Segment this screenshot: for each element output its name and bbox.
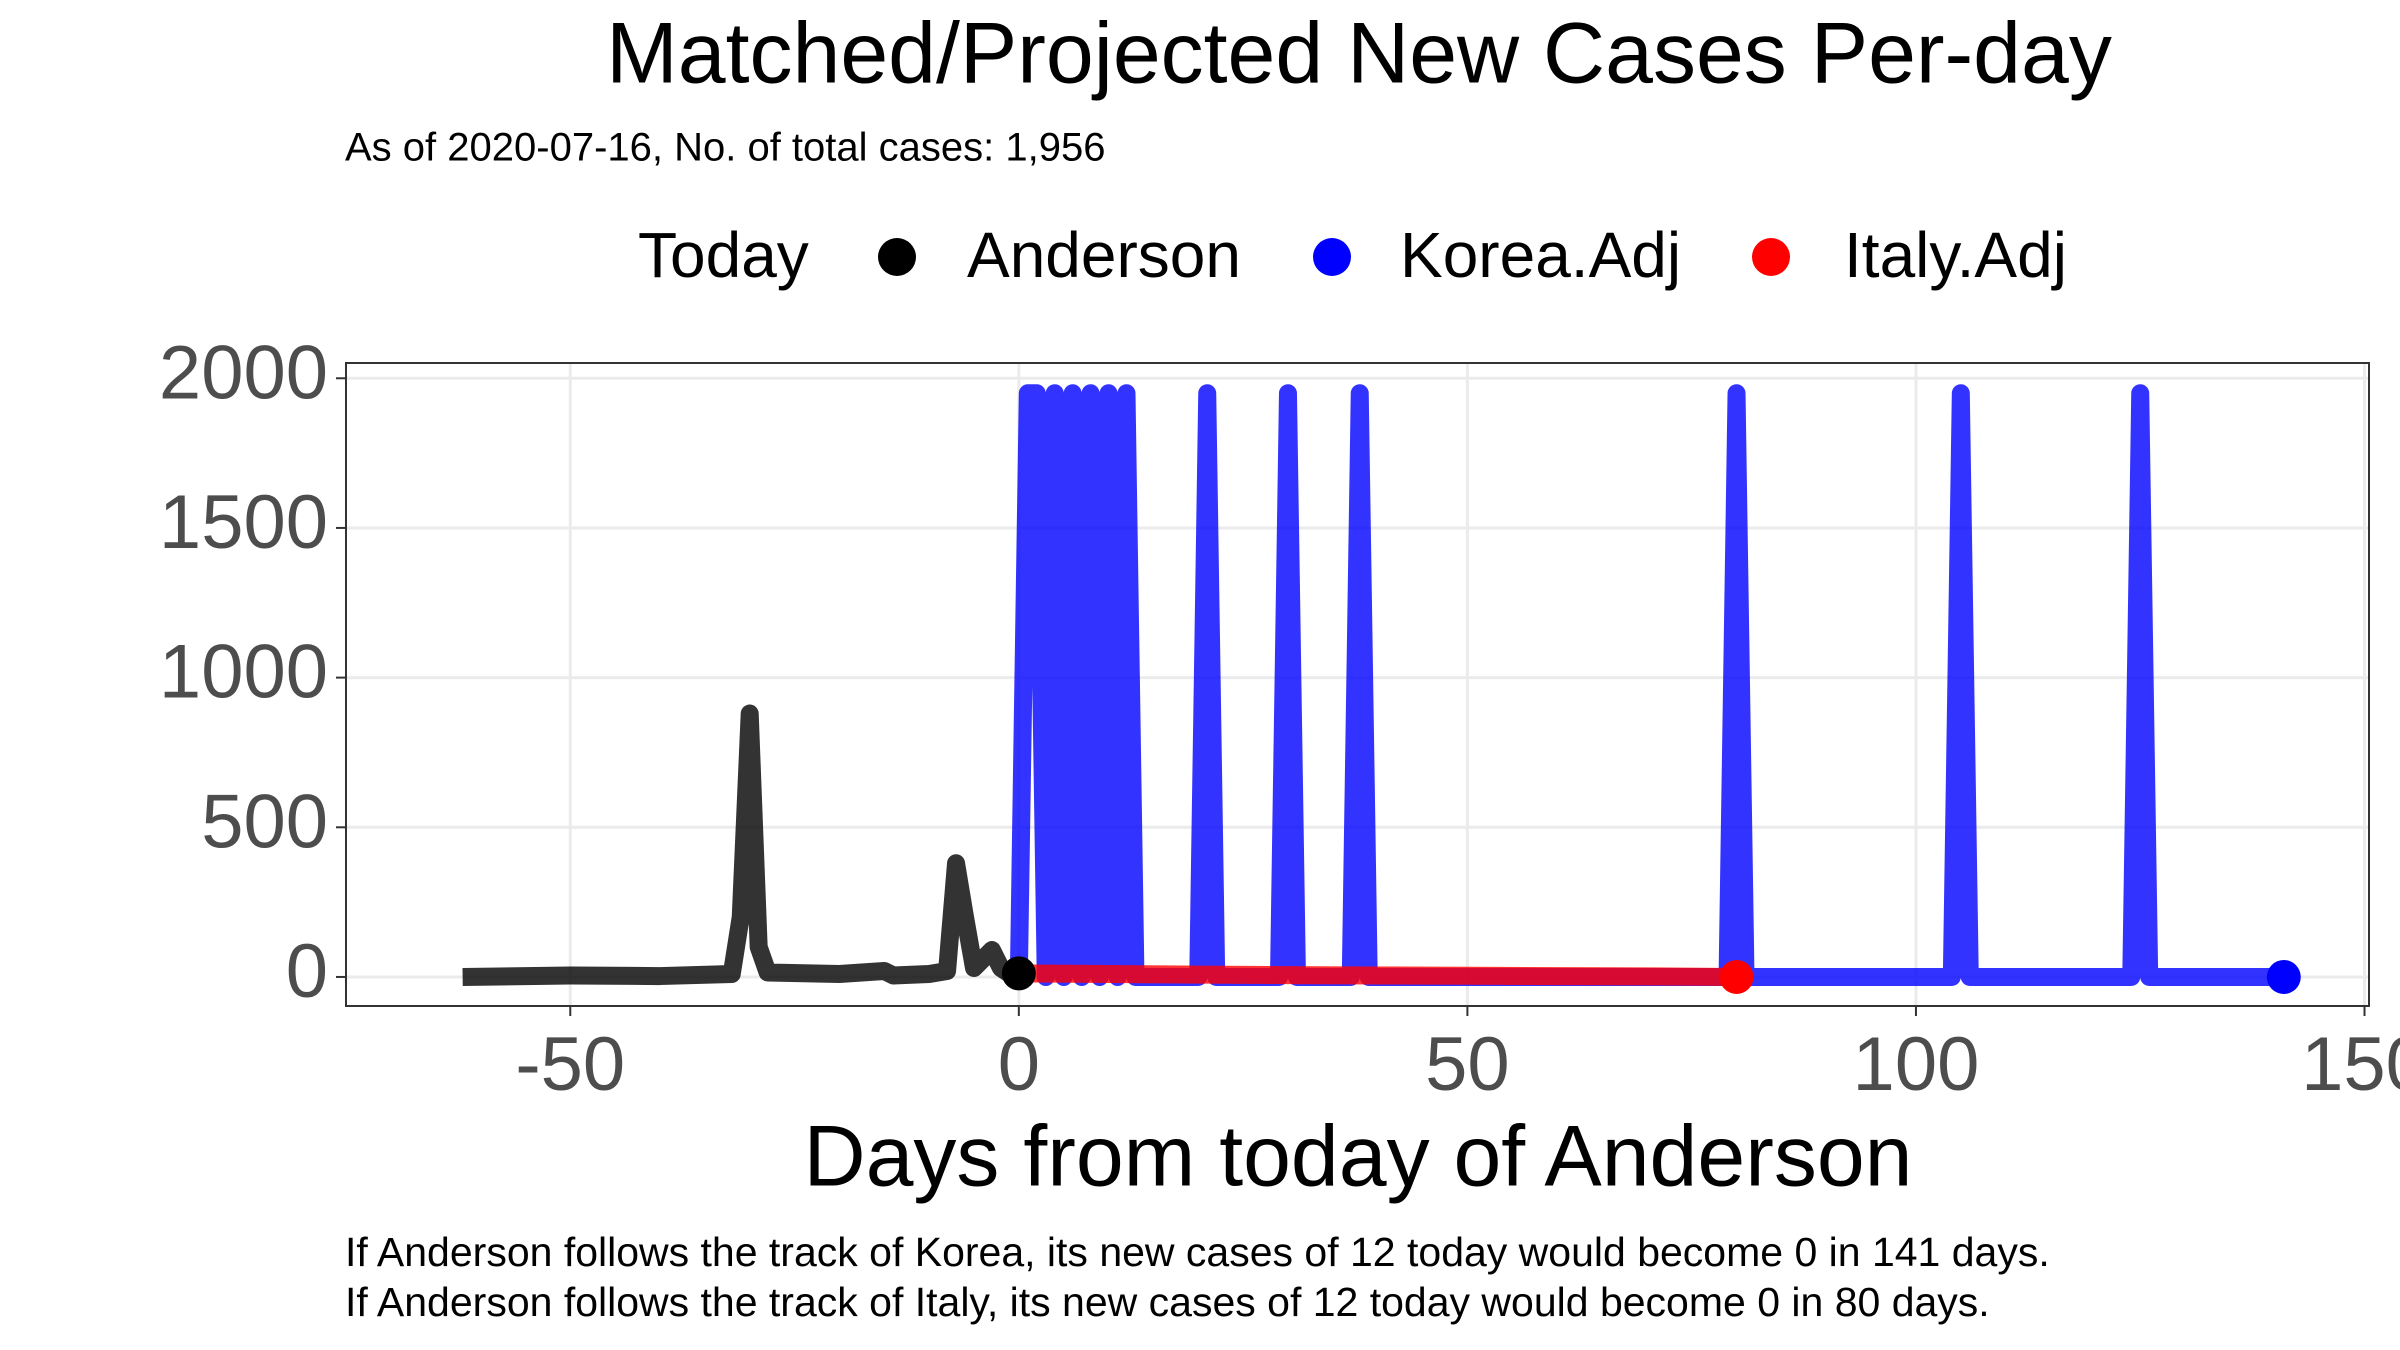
y-tick-label: 1000 <box>159 630 328 715</box>
legend-marker <box>1313 238 1351 276</box>
annotation: If Anderson follows the track of Italy, … <box>345 1279 1990 1325</box>
end-point <box>1719 959 1754 994</box>
chart-title: Matched/Projected New Cases Per-day <box>606 6 2112 102</box>
legend-marker <box>1752 238 1790 276</box>
legend-marker <box>878 238 916 276</box>
legend-label: Italy.Adj <box>1844 219 2067 291</box>
series-line <box>1009 384 2284 986</box>
y-tick-label: 2000 <box>159 330 328 415</box>
plot-border <box>345 362 2370 1007</box>
y-tick-label: 500 <box>201 779 328 864</box>
y-tick-label: 0 <box>286 929 328 1014</box>
annotation: If Anderson follows the track of Korea, … <box>345 1229 2050 1275</box>
legend-title: Today <box>638 219 809 291</box>
end-point <box>1001 956 1036 991</box>
x-tick-label: 150 <box>2301 1022 2400 1107</box>
series-line <box>1018 964 1737 986</box>
legend-label: Korea.Adj <box>1400 219 1681 291</box>
x-tick-label: 0 <box>998 1022 1040 1107</box>
legend-label: Anderson <box>967 219 1241 291</box>
x-axis-title: Days from today of Anderson <box>803 1109 1912 1205</box>
y-tick-label: 1500 <box>159 480 328 565</box>
series-line <box>462 704 1020 986</box>
chart-subtitle: As of 2020-07-16, No. of total cases: 1,… <box>345 126 1105 170</box>
x-tick-label: 100 <box>1853 1022 1980 1107</box>
x-tick-label: -50 <box>515 1022 625 1107</box>
end-point <box>2266 959 2301 994</box>
x-tick-label: 50 <box>1425 1022 1510 1107</box>
